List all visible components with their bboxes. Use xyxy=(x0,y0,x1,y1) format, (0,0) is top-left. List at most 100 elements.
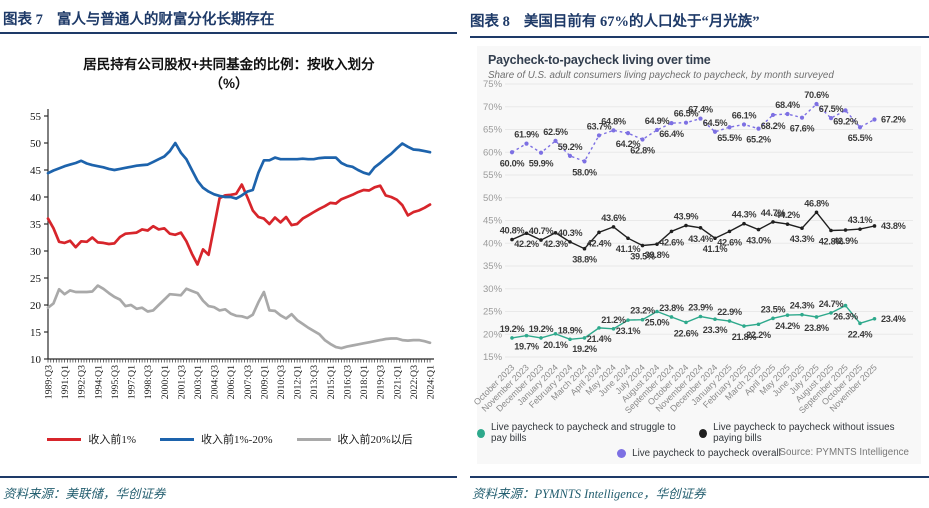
svg-text:41.1%: 41.1% xyxy=(616,244,641,254)
svg-text:43.1%: 43.1% xyxy=(848,215,873,225)
svg-text:41.1%: 41.1% xyxy=(703,244,728,254)
svg-text:60.0%: 60.0% xyxy=(500,158,525,168)
svg-text:2010:Q3: 2010:Q3 xyxy=(276,365,287,399)
svg-text:23.4%: 23.4% xyxy=(881,314,906,324)
svg-text:44.2%: 44.2% xyxy=(775,210,800,220)
svg-text:65.5%: 65.5% xyxy=(717,133,742,143)
svg-text:1991:Q1: 1991:Q1 xyxy=(60,365,71,399)
figure-7-title: 富人与普通人的财富分化长期存在 xyxy=(56,12,275,28)
legend-dot xyxy=(477,428,486,438)
figure-7-header: 图表 7 富人与普通人的财富分化长期存在 xyxy=(3,8,274,29)
svg-text:21.2%: 21.2% xyxy=(601,315,626,325)
svg-text:10: 10 xyxy=(30,354,42,366)
svg-text:2007:Q3: 2007:Q3 xyxy=(243,365,254,399)
figure-7-label: 图表 7 xyxy=(3,12,43,28)
svg-text:2006:Q1: 2006:Q1 xyxy=(226,365,237,399)
legend-label: 收入前1%-20% xyxy=(201,434,273,446)
svg-text:68.4%: 68.4% xyxy=(775,100,800,110)
svg-text:38.8%: 38.8% xyxy=(572,255,597,265)
figure-8-header: 图表 8 美国目前有 67%的人口处于“月光族” xyxy=(470,10,760,31)
svg-text:62.8%: 62.8% xyxy=(630,146,655,156)
svg-text:66.1%: 66.1% xyxy=(732,110,757,120)
right-legend-row: Live paycheck to paycheck and struggle t… xyxy=(477,422,921,444)
svg-text:64.5%: 64.5% xyxy=(703,118,728,128)
svg-text:66.5%: 66.5% xyxy=(674,109,699,119)
svg-text:65.2%: 65.2% xyxy=(746,135,771,145)
svg-text:30%: 30% xyxy=(483,284,503,295)
left-chart-title: 居民持有公司股权+共同基金的比例：按收入划分 （%） xyxy=(28,56,430,94)
svg-text:45%: 45% xyxy=(483,216,503,227)
svg-text:61.9%: 61.9% xyxy=(514,130,539,140)
legend-item-收入前1%: 收入前1% xyxy=(47,431,136,447)
svg-text:15%: 15% xyxy=(483,352,503,363)
svg-text:2024:Q1: 2024:Q1 xyxy=(426,365,437,399)
svg-text:22.4%: 22.4% xyxy=(848,329,873,339)
svg-text:2003:Q1: 2003:Q1 xyxy=(193,365,204,399)
svg-text:2012:Q1: 2012:Q1 xyxy=(293,365,304,399)
svg-text:19.7%: 19.7% xyxy=(514,342,539,352)
svg-text:39.5%: 39.5% xyxy=(630,252,655,262)
svg-text:46.8%: 46.8% xyxy=(804,198,829,208)
svg-text:67.5%: 67.5% xyxy=(819,104,844,114)
right-chart-legend: Live paycheck to paycheck and struggle t… xyxy=(477,422,921,463)
legend-label: Live paycheck to paycheck overall xyxy=(632,448,781,459)
svg-text:55%: 55% xyxy=(483,170,503,181)
svg-text:2019:Q3: 2019:Q3 xyxy=(376,365,387,399)
svg-text:64.8%: 64.8% xyxy=(601,116,626,126)
svg-text:50: 50 xyxy=(30,138,42,150)
svg-text:43.9%: 43.9% xyxy=(674,212,699,222)
svg-text:67.4%: 67.4% xyxy=(688,105,713,115)
svg-text:2000:Q1: 2000:Q1 xyxy=(160,365,171,399)
svg-text:18.9%: 18.9% xyxy=(558,325,583,335)
svg-text:42.2%: 42.2% xyxy=(514,239,539,249)
svg-text:44.3%: 44.3% xyxy=(732,210,757,220)
svg-text:24.2%: 24.2% xyxy=(775,321,800,331)
svg-text:63.7%: 63.7% xyxy=(587,121,612,131)
svg-text:44.7%: 44.7% xyxy=(761,208,786,218)
svg-text:20.1%: 20.1% xyxy=(543,340,568,350)
svg-text:43.0%: 43.0% xyxy=(746,236,771,246)
svg-text:65%: 65% xyxy=(483,125,503,136)
svg-text:22.9%: 22.9% xyxy=(717,307,742,317)
svg-text:58.0%: 58.0% xyxy=(572,167,597,177)
pymnts-chart-subtitle: Share of U.S. adult consumers living pay… xyxy=(488,70,834,81)
svg-text:23.2%: 23.2% xyxy=(630,306,655,316)
svg-text:19.2%: 19.2% xyxy=(529,324,554,334)
svg-text:25.0%: 25.0% xyxy=(645,318,670,328)
svg-text:20: 20 xyxy=(30,300,42,312)
svg-text:35%: 35% xyxy=(483,261,503,272)
svg-text:1989:Q3: 1989:Q3 xyxy=(44,365,55,399)
figure-8-title: 美国目前有 67%的人口处于“月光族” xyxy=(523,14,760,30)
svg-text:2022:Q3: 2022:Q3 xyxy=(409,365,420,399)
svg-text:66.4%: 66.4% xyxy=(659,129,684,139)
svg-text:2004:Q3: 2004:Q3 xyxy=(210,365,221,399)
svg-text:25: 25 xyxy=(30,273,42,285)
svg-text:2021:Q1: 2021:Q1 xyxy=(392,365,403,399)
svg-text:67.2%: 67.2% xyxy=(881,115,906,125)
svg-text:2015:Q1: 2015:Q1 xyxy=(326,365,337,399)
svg-text:23.1%: 23.1% xyxy=(616,326,641,336)
svg-text:1992:Q3: 1992:Q3 xyxy=(77,365,88,399)
svg-text:43.4%: 43.4% xyxy=(688,234,713,244)
svg-text:23.8%: 23.8% xyxy=(659,303,684,313)
svg-text:22.6%: 22.6% xyxy=(674,328,699,338)
pymnts-chart-card: Paycheck-to-paycheck living over time Sh… xyxy=(472,46,921,464)
left-chart-legend: 收入前1% 收入前1%-20% 收入前20%以后 xyxy=(10,431,450,447)
svg-text:23.3%: 23.3% xyxy=(703,325,728,335)
legend-dot xyxy=(617,449,627,458)
svg-text:69.2%: 69.2% xyxy=(833,116,858,126)
svg-text:68.2%: 68.2% xyxy=(761,121,786,131)
svg-text:67.6%: 67.6% xyxy=(790,124,815,134)
svg-text:1995:Q3: 1995:Q3 xyxy=(110,365,121,399)
figure-8-label: 图表 8 xyxy=(470,14,510,30)
legend-item-收入前20%以后: 收入前20%以后 xyxy=(296,431,413,447)
legend-item: Live paycheck to paycheck overall xyxy=(617,448,781,459)
svg-text:42.6%: 42.6% xyxy=(717,237,742,247)
svg-text:23.9%: 23.9% xyxy=(688,303,713,313)
svg-text:19.2%: 19.2% xyxy=(500,324,525,334)
svg-text:21.4%: 21.4% xyxy=(587,334,612,344)
left-chart-title-line2: （%） xyxy=(209,75,249,91)
svg-text:43.3%: 43.3% xyxy=(790,234,815,244)
svg-text:42.3%: 42.3% xyxy=(543,239,568,249)
